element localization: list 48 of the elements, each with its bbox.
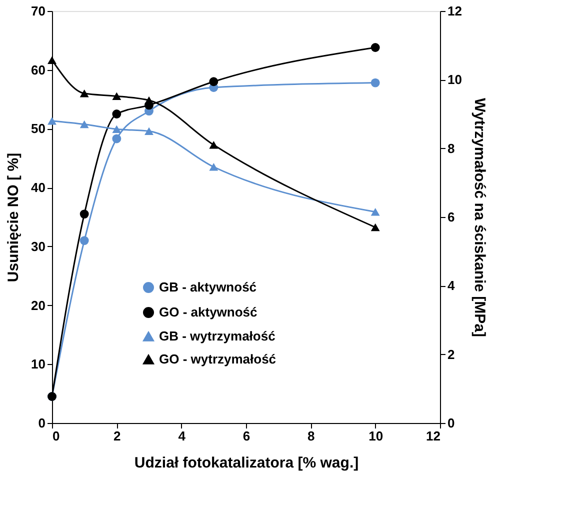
y-tick-label: 10	[31, 356, 46, 372]
y2-tick-label: 4	[448, 278, 456, 294]
y-tick-label: 50	[31, 121, 46, 136]
y2-axis-title: Wytrzymałość na ściskanie [MPa]	[470, 98, 488, 337]
point	[112, 134, 122, 144]
x-tick-label: 6	[242, 428, 250, 444]
point	[112, 125, 122, 133]
y2-tick-label: 8	[448, 140, 455, 156]
x-tick-label: 10	[368, 428, 384, 444]
point	[80, 236, 89, 246]
point	[370, 208, 380, 216]
legend-label: GB - wytrzymałość	[159, 328, 276, 344]
point	[112, 110, 122, 118]
legend-label: GB - aktywność	[159, 280, 257, 294]
y2-tick-label: 0	[448, 416, 455, 430]
y-tick-label: 70	[31, 4, 46, 18]
y-tick-label: 60	[31, 62, 46, 78]
point	[370, 43, 380, 52]
x-tick-label: 12	[426, 428, 440, 444]
point	[112, 92, 122, 100]
x-axis-title: Udział fotokatalizatora [% wag.]	[134, 454, 359, 472]
point	[209, 163, 218, 171]
point	[48, 56, 56, 64]
point	[80, 120, 89, 128]
point	[370, 223, 380, 232]
y-tick-label: 20	[31, 298, 46, 313]
point	[80, 210, 89, 219]
y-axis-title: Usunięcie NO [ %]	[5, 152, 22, 282]
x-tick-label: 0	[52, 428, 60, 444]
point	[209, 141, 218, 149]
legend-label: GO - wytrzymałość	[159, 352, 276, 366]
y-tick-label: 0	[38, 416, 46, 430]
point	[209, 77, 218, 86]
point	[370, 78, 380, 88]
y2-tick-label: 6	[448, 210, 455, 224]
x-tick-label: 8	[308, 428, 315, 444]
y2-tick-label: 2	[448, 346, 455, 362]
x-tick-label: 4	[178, 428, 186, 444]
x-tick-label: 2	[114, 428, 121, 444]
point	[144, 96, 154, 104]
legend-label: GO - aktywność	[159, 304, 258, 320]
y-tick-label: 40	[31, 180, 46, 196]
point	[80, 90, 89, 98]
y2-tick-label: 12	[448, 4, 462, 18]
y-tick-label: 30	[31, 238, 46, 254]
point	[144, 127, 154, 136]
point	[48, 116, 56, 125]
y2-tick-label: 10	[448, 72, 462, 88]
